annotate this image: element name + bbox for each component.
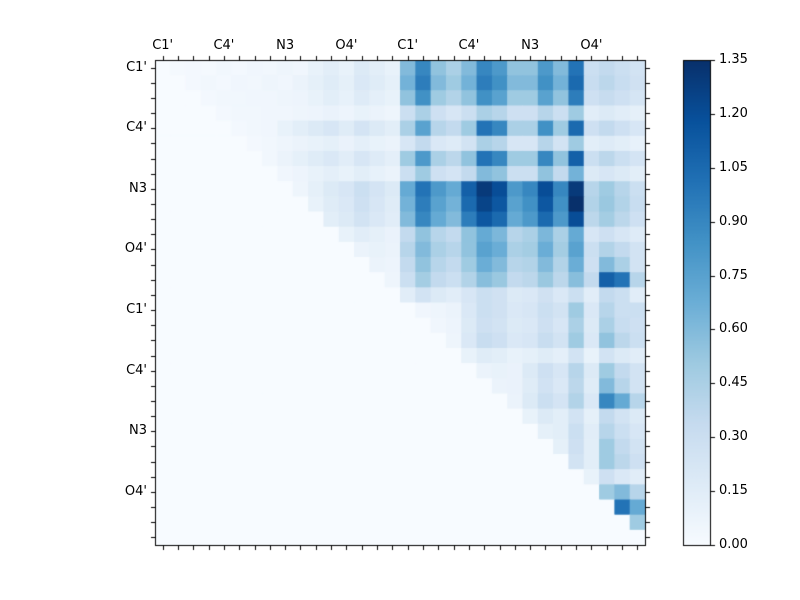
y-tick-label: C1'	[126, 302, 147, 318]
colorbar-tick-label: 0.45	[719, 375, 748, 391]
colorbar-tick-label: 1.35	[719, 52, 748, 67]
colorbar-tick-label: 0.30	[719, 429, 748, 445]
x-tick-label: O4'	[580, 38, 603, 53]
y-tick-label: C4'	[126, 362, 147, 378]
y-tick-label: O4'	[124, 483, 147, 499]
colorbar-tick-label: 1.20	[719, 105, 748, 121]
x-tick-label: O4'	[335, 38, 358, 53]
y-tick-label: N3	[129, 180, 147, 196]
colorbar-tick-label: 0.15	[719, 483, 748, 499]
y-tick-label: C1'	[126, 59, 147, 75]
colorbar-tick-label: 0.75	[719, 267, 748, 283]
x-tick-label: C4'	[458, 38, 480, 53]
x-tick-label: N3	[276, 38, 295, 53]
y-tick-label: C4'	[126, 120, 147, 136]
colorbar-tick-label: 1.05	[719, 159, 748, 175]
x-tick-label: C4'	[213, 38, 235, 53]
colorbar-tick-label: 0.00	[719, 537, 748, 552]
colorbar-tick-label: 0.60	[719, 321, 748, 337]
colorbar-tick-label: 0.90	[719, 213, 748, 229]
x-tick-label: N3	[521, 38, 540, 53]
x-tick-label: C1'	[152, 38, 174, 53]
x-tick-label: C1'	[397, 38, 419, 53]
y-tick-label: N3	[129, 423, 147, 439]
y-tick-label: O4'	[124, 241, 147, 257]
